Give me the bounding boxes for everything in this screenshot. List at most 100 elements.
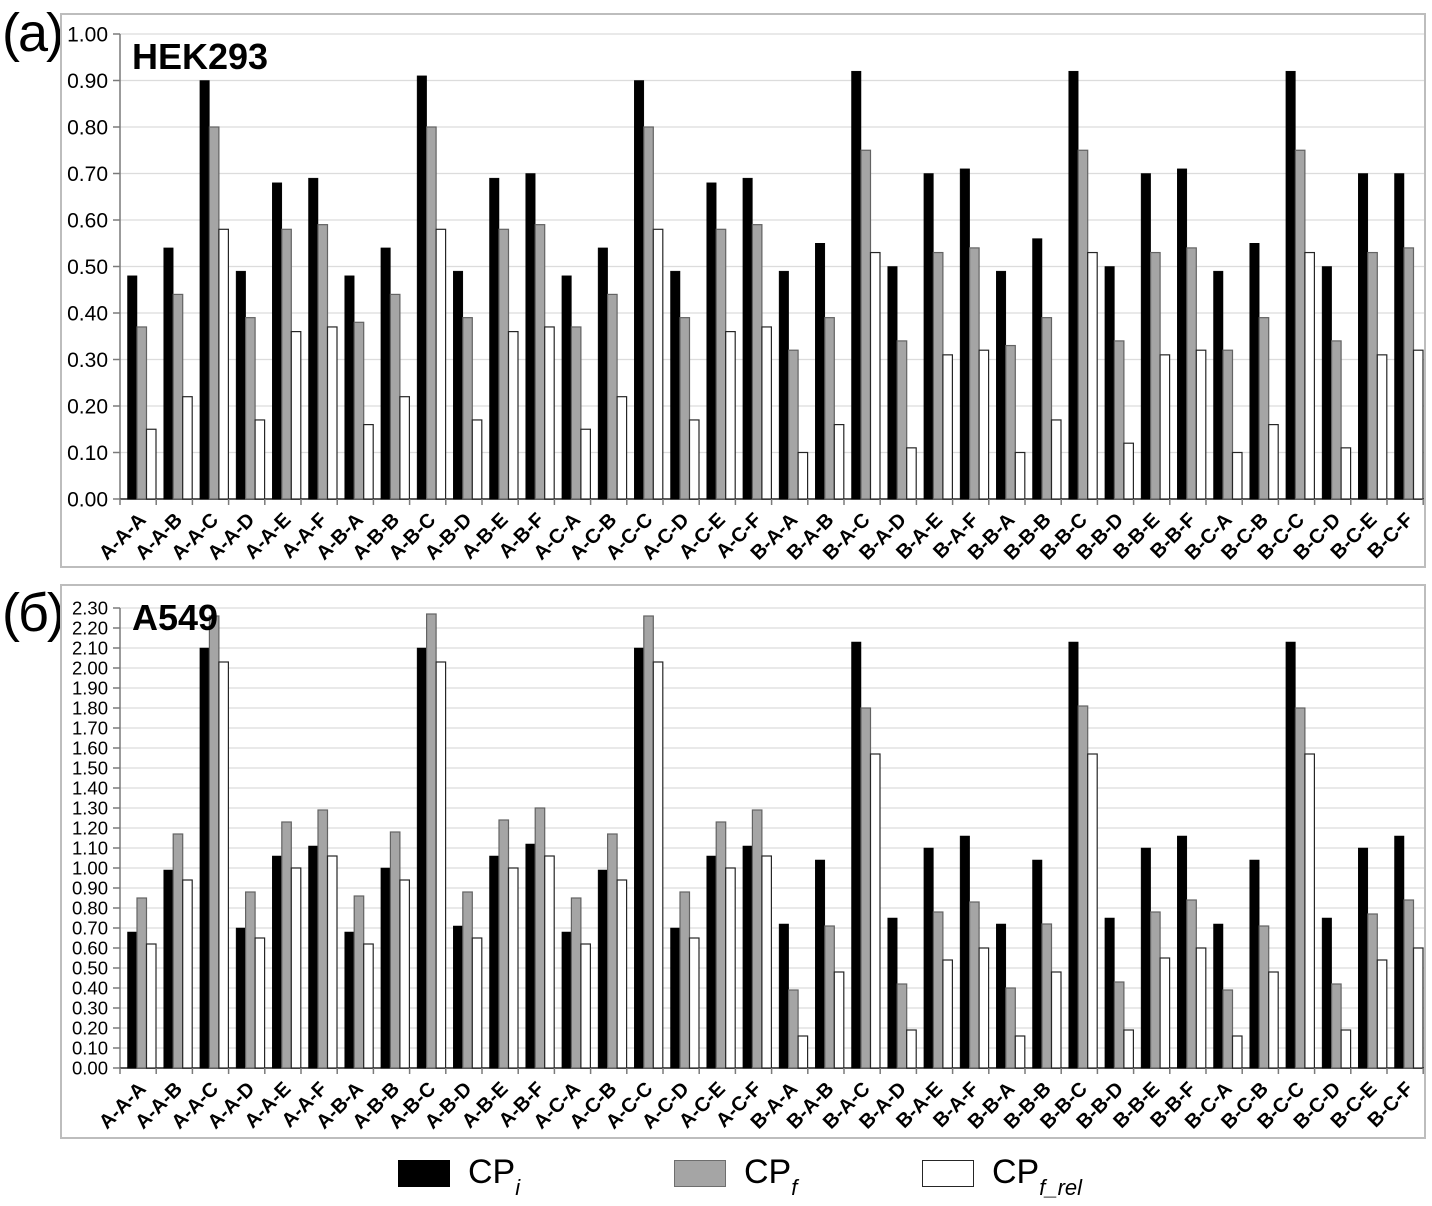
bar-CP_i [778, 270, 789, 500]
bar-CP_f_rel [1014, 451, 1026, 500]
bar-CP_i [308, 845, 319, 1069]
legend-item-cpi: CPi [398, 1155, 520, 1199]
bar-CP_f_rel [688, 419, 700, 500]
bar-CP_f [317, 224, 329, 500]
y-tick-label: 0.90 [67, 70, 108, 93]
y-tick-label: 1.70 [72, 718, 108, 739]
bar-CP_i [670, 927, 681, 1069]
bar-CP_f_rel [906, 1029, 917, 1069]
bar-CP_i [1104, 917, 1115, 1069]
y-tick-label: 1.50 [72, 758, 108, 779]
y-tick-label: 0.00 [67, 489, 108, 512]
bar-CP_f_rel [833, 424, 845, 500]
y-tick-label: 0.20 [72, 1018, 108, 1039]
bar-CP_f [606, 293, 618, 500]
y-tick-label: 0.70 [67, 163, 108, 186]
bar-CP_f [353, 321, 365, 500]
bar-CP_i [1213, 923, 1224, 1069]
bar-CP_f [1149, 251, 1161, 500]
bar-CP_f_rel [544, 855, 555, 1069]
y-tick-label: 1.40 [72, 778, 108, 799]
bar-CP_f_rel [725, 331, 736, 500]
panel-a-label: (a) [2, 3, 64, 63]
bar-CP_f [1403, 247, 1415, 500]
bar-CP_f [498, 819, 510, 1069]
bar-CP_f [389, 831, 401, 1069]
y-tick-label: 1.90 [72, 678, 108, 699]
bar-CP_i [308, 177, 319, 500]
bar-CP_i [923, 173, 934, 500]
bar-CP_f_rel [761, 855, 773, 1069]
cpfrel-label: CPf_rel [992, 1153, 1083, 1200]
bar-CP_f_rel [978, 947, 990, 1069]
bar-CP_i [1068, 641, 1079, 1069]
cpi-swatch [398, 1160, 450, 1187]
bar-CP_f [534, 224, 546, 500]
cpi-label: CPi [468, 1153, 521, 1200]
bar-CP_i [1321, 266, 1332, 500]
bar-CP_f [860, 149, 872, 500]
bar-CP_i [634, 647, 645, 1069]
bar-CP_f [281, 821, 292, 1069]
y-tick-label: 0.40 [72, 978, 108, 999]
bar-CP_i [525, 173, 536, 500]
bar-CP_f [1294, 149, 1306, 500]
bar-CP_f_rel [1050, 971, 1062, 1069]
bar-CP_f_rel [869, 251, 881, 500]
bar-CP_f_rel [507, 867, 519, 1069]
bar-CP_i [1177, 168, 1188, 500]
bar-CP_f_rel [869, 753, 881, 1069]
bar-CP_f_rel [1412, 947, 1424, 1069]
bar-CP_i [670, 270, 681, 500]
bar-CP_f [1403, 899, 1415, 1069]
bar-CP_i [344, 931, 355, 1069]
bar-CP_i [923, 847, 934, 1069]
bar-CP_f [136, 897, 148, 1069]
bar-CP_i [1358, 173, 1369, 500]
bar-CP_f [932, 911, 944, 1069]
bar-CP_f [787, 989, 799, 1069]
bar-CP_i [851, 70, 862, 500]
bar-CP_i [1321, 917, 1332, 1069]
bar-CP_f [1077, 149, 1089, 500]
bar-CP_f [208, 615, 220, 1069]
bar-CP_f [1258, 925, 1270, 1069]
y-tick-label: 0.30 [72, 998, 108, 1019]
bar-CP_f [462, 317, 473, 500]
bar-CP_f [245, 317, 256, 500]
y-tick-label: 0.50 [72, 958, 108, 979]
bar-CP_i [235, 270, 246, 500]
bar-CP_f_rel [544, 326, 555, 500]
bar-CP_i [887, 917, 898, 1069]
bar-CP_f_rel [833, 971, 845, 1069]
bar-CP_i [597, 247, 608, 500]
bar-CP_f [426, 613, 437, 1069]
bar-CP_f [1041, 923, 1053, 1069]
bar-CP_f [1113, 340, 1125, 500]
bar-CP_i [1213, 270, 1224, 500]
y-tick-label: 1.00 [72, 858, 108, 879]
bar-CP_f [860, 707, 872, 1069]
bar-CP_f [1258, 317, 1270, 500]
bar-CP_f_rel [1195, 947, 1207, 1069]
bar-CP_i [380, 247, 391, 500]
bar-CP_f [1041, 317, 1053, 500]
bar-CP_f_rel [761, 326, 773, 500]
bar-CP_f [426, 126, 437, 500]
bar-CP_f_rel [1123, 1029, 1135, 1069]
cpf-label: CPf [744, 1153, 798, 1200]
bar-CP_i [489, 177, 500, 500]
bar-CP_f_rel [1268, 971, 1279, 1069]
bar-CP_f_rel [435, 661, 447, 1069]
bar-CP_i [634, 80, 645, 500]
bar-CP_f_rel [1340, 447, 1352, 500]
bar-CP_f_rel [218, 661, 229, 1069]
bar-CP_f [172, 293, 184, 500]
bar-CP_i [1032, 859, 1043, 1069]
bar-CP_f [1222, 989, 1234, 1069]
bar-CP_f_rel [1087, 753, 1098, 1069]
bar-CP_f_rel [182, 879, 193, 1069]
bar-CP_f [136, 326, 148, 500]
y-tick-label: 0.60 [72, 938, 108, 959]
